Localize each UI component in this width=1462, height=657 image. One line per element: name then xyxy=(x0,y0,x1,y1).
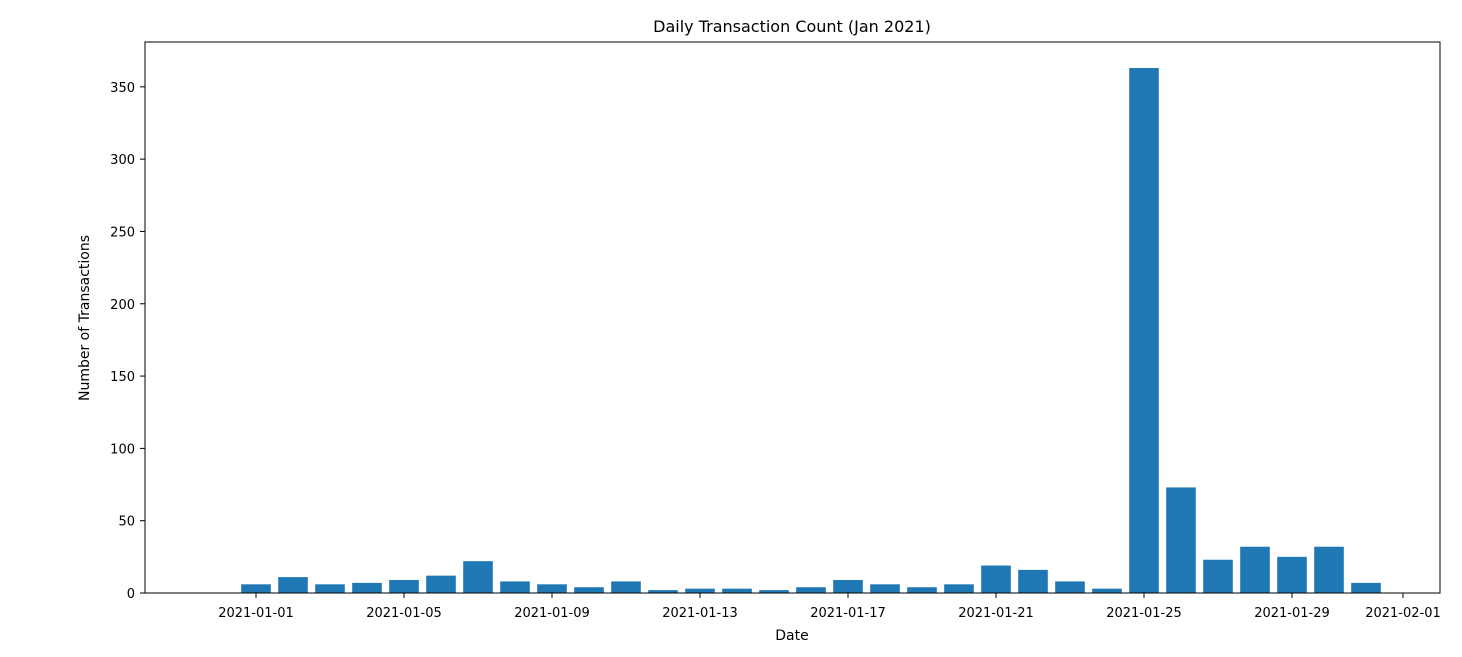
bar-2021-01-28 xyxy=(1240,546,1270,593)
bar-2021-01-23 xyxy=(1055,581,1085,593)
bar-2021-01-02 xyxy=(278,577,308,593)
x-tick-label: 2021-01-17 xyxy=(810,606,886,621)
bar-2021-01-01 xyxy=(241,584,271,593)
bar-2021-01-21 xyxy=(981,565,1011,593)
bar-2021-01-27 xyxy=(1203,559,1233,593)
x-tick-label: 2021-01-25 xyxy=(1106,606,1182,621)
bar-2021-01-16 xyxy=(796,587,826,593)
x-tick-label: 2021-01-13 xyxy=(662,606,738,621)
x-axis-label: Date xyxy=(775,628,808,644)
y-tick-label: 300 xyxy=(110,153,135,168)
chart-title: Daily Transaction Count (Jan 2021) xyxy=(653,17,931,36)
plot-frame xyxy=(144,41,1441,594)
x-tick-label: 2021-02-01 xyxy=(1365,606,1441,621)
y-axis-ticks: 0 50 100 150 200 250 300 350 xyxy=(110,81,145,602)
bar-2021-01-08 xyxy=(500,581,530,593)
bar-2021-01-17 xyxy=(833,579,863,593)
bar-2021-01-14 xyxy=(722,588,752,593)
bar-2021-01-18 xyxy=(870,584,900,593)
bar-2021-01-07 xyxy=(463,561,493,593)
y-tick-label: 250 xyxy=(110,225,135,240)
y-tick-label: 350 xyxy=(110,81,135,96)
bar-2021-01-20 xyxy=(944,584,974,593)
y-tick-label: 0 xyxy=(127,587,135,602)
bar-2021-01-09 xyxy=(537,584,567,593)
bars-group xyxy=(241,68,1381,593)
x-axis-ticks: 2021-01-01 2021-01-05 2021-01-09 2021-01-13… xyxy=(218,593,1441,621)
bar-2021-01-13 xyxy=(685,588,715,593)
bar-2021-01-04 xyxy=(352,582,382,593)
y-tick-label: 50 xyxy=(118,515,135,530)
bar-2021-01-05 xyxy=(389,579,419,593)
bar-2021-01-26 xyxy=(1166,487,1196,593)
bar-2021-01-03 xyxy=(315,584,345,593)
bar-2021-01-06 xyxy=(426,575,456,593)
bar-2021-01-25 xyxy=(1129,68,1159,593)
y-tick-label: 150 xyxy=(110,370,135,385)
bar-2021-01-19 xyxy=(907,587,937,593)
bar-2021-01-24 xyxy=(1092,588,1122,593)
x-tick-label: 2021-01-09 xyxy=(514,606,590,621)
y-tick-label: 200 xyxy=(110,298,135,313)
y-axis-label: Number of Transactions xyxy=(77,235,93,401)
x-tick-label: 2021-01-01 xyxy=(218,606,294,621)
bar-2021-01-30 xyxy=(1314,546,1344,593)
bar-2021-01-15 xyxy=(759,590,789,593)
y-tick-label: 100 xyxy=(110,442,135,457)
x-tick-label: 2021-01-29 xyxy=(1254,606,1330,621)
bar-2021-01-22 xyxy=(1018,569,1048,593)
x-tick-label: 2021-01-21 xyxy=(958,606,1034,621)
bar-2021-01-29 xyxy=(1277,556,1307,593)
x-tick-label: 2021-01-05 xyxy=(366,606,442,621)
bar-2021-01-11 xyxy=(611,581,641,593)
bar-2021-01-31 xyxy=(1351,582,1381,593)
bar-2021-01-12 xyxy=(648,590,678,593)
bar-2021-01-10 xyxy=(574,587,604,593)
